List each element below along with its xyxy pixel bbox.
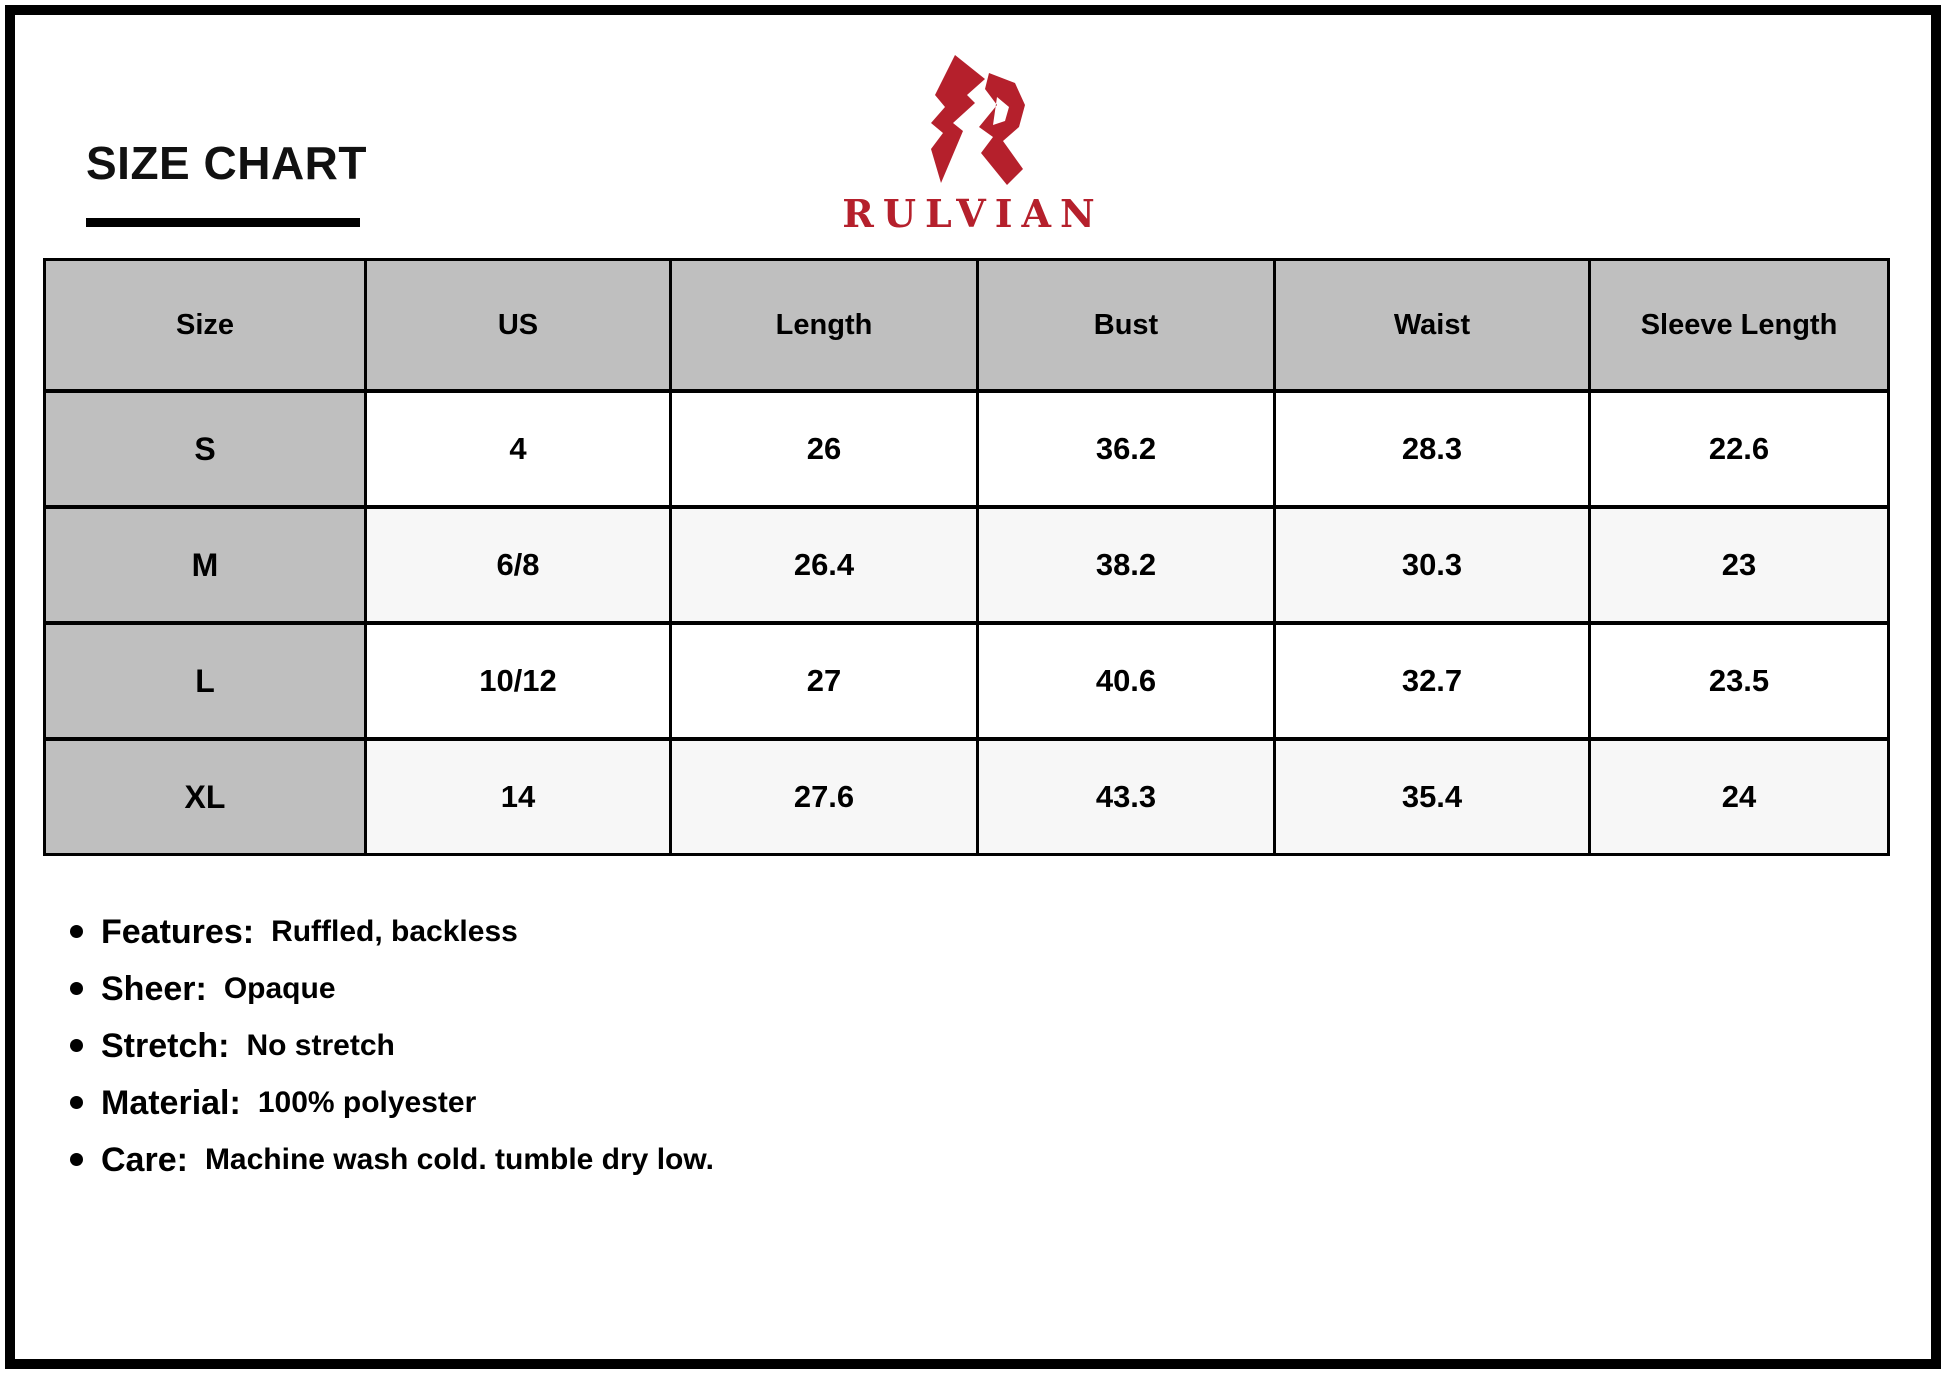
list-item-sheer: Sheer: Opaque <box>70 960 714 1017</box>
row-m-size: M <box>46 509 364 621</box>
column-header-length: Length <box>672 261 976 389</box>
brand-logo-icon <box>931 55 1025 185</box>
row-s-length: 26 <box>672 393 976 505</box>
page-title: SIZE CHART <box>86 137 367 189</box>
row-xl-us: 14 <box>367 741 669 853</box>
row-xl-sleeve-length: 24 <box>1591 741 1887 853</box>
row-xl-length: 27.6 <box>672 741 976 853</box>
row-l-waist: 32.7 <box>1276 625 1588 737</box>
bullet-icon <box>70 1153 83 1166</box>
row-m-bust: 38.2 <box>979 509 1273 621</box>
row-s-us: 4 <box>367 393 669 505</box>
page-border-frame <box>5 5 1941 1369</box>
list-item-features: Features: Ruffled, backless <box>70 903 714 960</box>
product-details-list: Features: Ruffled, backless Sheer: Opaqu… <box>70 903 714 1188</box>
bullet-icon <box>70 1096 83 1109</box>
row-s-sleeve-length: 22.6 <box>1591 393 1887 505</box>
row-s-waist: 28.3 <box>1276 393 1588 505</box>
size-chart-table: Size US Length Bust Waist Sleeve Length … <box>43 258 1890 856</box>
bullet-icon <box>70 982 83 995</box>
detail-label: Features: <box>101 912 255 951</box>
detail-value: Opaque <box>223 971 336 1005</box>
row-m-sleeve-length: 23 <box>1591 509 1887 621</box>
bullet-icon <box>70 1039 83 1052</box>
list-item-material: Material: 100% polyester <box>70 1074 714 1131</box>
row-xl-bust: 43.3 <box>979 741 1273 853</box>
row-xl-waist: 35.4 <box>1276 741 1588 853</box>
column-header-bust: Bust <box>979 261 1273 389</box>
detail-label: Material: <box>101 1083 241 1122</box>
column-header-sleeve-length: Sleeve Length <box>1591 261 1887 389</box>
title-underline <box>86 218 360 227</box>
list-item-care: Care: Machine wash cold. tumble dry low. <box>70 1131 714 1188</box>
row-m-waist: 30.3 <box>1276 509 1588 621</box>
column-header-size: Size <box>46 261 364 389</box>
detail-value: 100% polyester <box>257 1085 477 1119</box>
detail-label: Sheer: <box>101 969 207 1008</box>
detail-label: Stretch: <box>101 1026 230 1065</box>
row-l-sleeve-length: 23.5 <box>1591 625 1887 737</box>
title-block: SIZE CHART <box>86 140 367 227</box>
bullet-icon <box>70 925 83 938</box>
detail-value: Ruffled, backless <box>271 914 518 948</box>
row-xl-size: XL <box>46 741 364 853</box>
detail-value: No stretch <box>246 1028 395 1062</box>
row-l-size: L <box>46 625 364 737</box>
row-l-bust: 40.6 <box>979 625 1273 737</box>
row-s-bust: 36.2 <box>979 393 1273 505</box>
brand-logo-block: RULVIAN <box>0 55 1946 233</box>
row-m-length: 26.4 <box>672 509 976 621</box>
row-l-length: 27 <box>672 625 976 737</box>
detail-value: Machine wash cold. tumble dry low. <box>204 1142 714 1176</box>
row-l-us: 10/12 <box>367 625 669 737</box>
row-s-size: S <box>46 393 364 505</box>
column-header-waist: Waist <box>1276 261 1588 389</box>
brand-name: RULVIAN <box>842 191 1104 236</box>
list-item-stretch: Stretch: No stretch <box>70 1017 714 1074</box>
detail-label: Care: <box>101 1140 188 1179</box>
row-m-us: 6/8 <box>367 509 669 621</box>
column-header-us: US <box>367 261 669 389</box>
